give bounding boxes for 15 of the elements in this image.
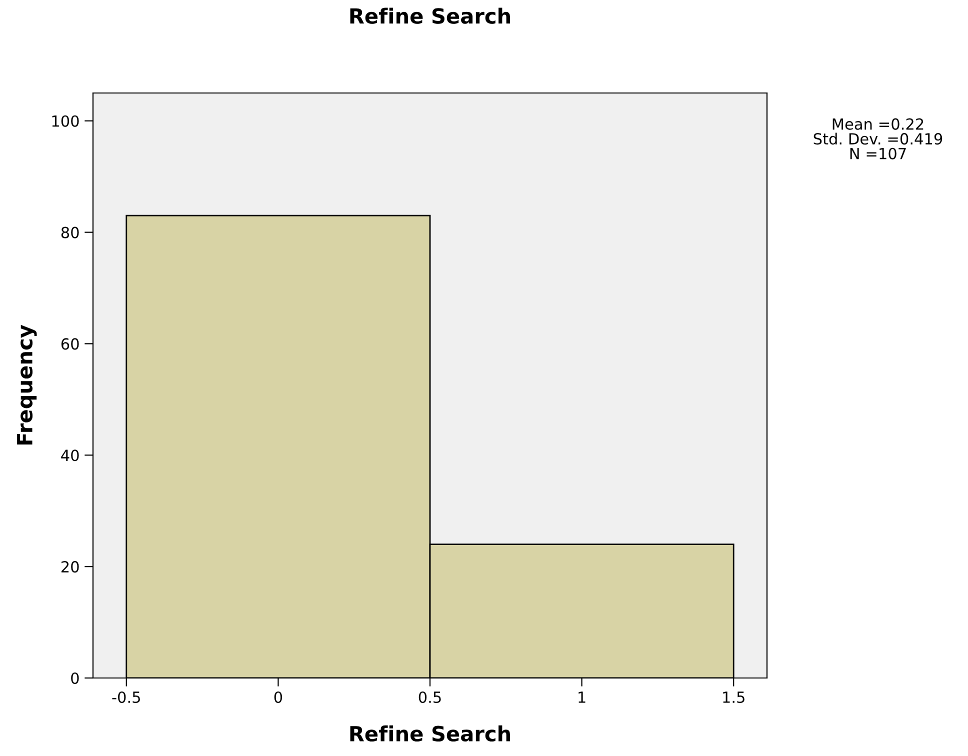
x-tick-label: 0	[274, 691, 282, 704]
x-tick-label: -0.5	[112, 691, 140, 704]
y-axis-title: Frequency	[17, 324, 37, 445]
x-tick-label: 1.5	[723, 692, 744, 704]
chart-title: Refine Search	[350, 8, 510, 24]
y-tick-label: 40	[61, 450, 79, 462]
x-tick-label: 0.5	[418, 691, 441, 704]
y-tick-label: 20	[61, 561, 79, 573]
x-axis-title: Refine Search	[350, 725, 510, 742]
y-tick-label: 100	[52, 115, 79, 127]
y-tick-label: 0	[71, 672, 79, 684]
y-tick-label: 60	[61, 338, 79, 350]
x-tick-label: 1	[578, 692, 586, 703]
y-tick-label: 80	[61, 226, 79, 238]
text: Mean =0.22 Std. Dev. =0.419 N =107	[814, 118, 942, 160]
